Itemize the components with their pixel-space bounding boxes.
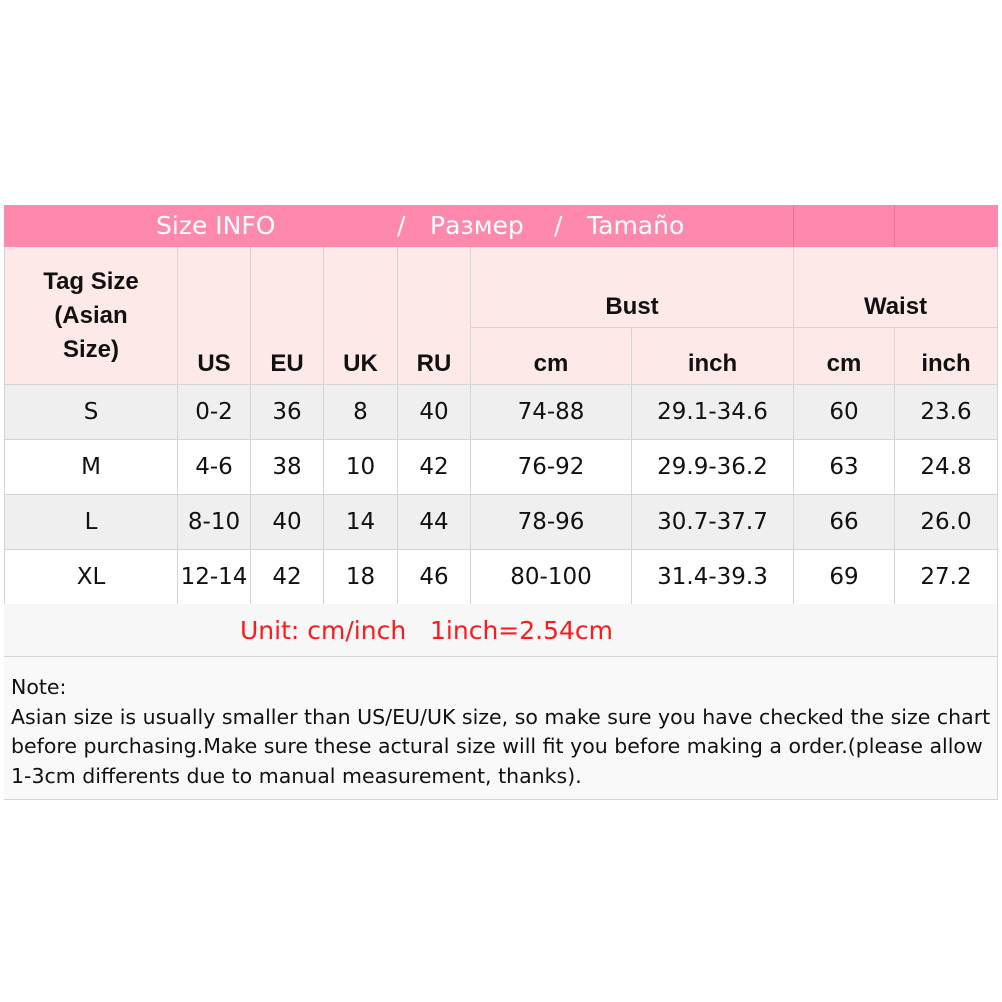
table-cell: 4-6: [178, 440, 251, 495]
table-cell: 42: [251, 550, 324, 605]
table-cell: 44: [398, 495, 471, 550]
table-cell: 18: [324, 550, 398, 605]
table-cell: 8-10: [178, 495, 251, 550]
header-waist: Waist: [794, 247, 998, 328]
table-cell: 12-14: [178, 550, 251, 605]
table-cell: 69: [794, 550, 895, 605]
header-waist-cm: cm: [794, 328, 895, 385]
title-separator: /: [397, 211, 406, 240]
unit-row: Unit: cm/inch 1inch=2.54cm: [4, 604, 998, 657]
title-spanish: Tamaño: [587, 211, 685, 240]
table-cell: 74-88: [471, 385, 632, 440]
header-tag-size: Tag Size (Asian Size): [4, 247, 178, 385]
header-waist-inch: inch: [895, 328, 998, 385]
table-cell: 23.6: [895, 385, 998, 440]
header-bust-inch: inch: [632, 328, 794, 385]
table-cell: 8: [324, 385, 398, 440]
table-cell: 60: [794, 385, 895, 440]
title-separator: /: [554, 211, 563, 240]
note-text: Asian size is usually smaller than US/EU…: [11, 704, 991, 788]
table-cell: 30.7-37.7: [632, 495, 794, 550]
header-bust: Bust: [471, 247, 794, 328]
note-label: Note:: [11, 675, 67, 699]
table-cell: 38: [251, 440, 324, 495]
table-cell: 76-92: [471, 440, 632, 495]
table-cell: 27.2: [895, 550, 998, 605]
table-cell: 36: [251, 385, 324, 440]
table-cell: XL: [4, 550, 178, 605]
table-cell: 0-2: [178, 385, 251, 440]
table-cell: 40: [398, 385, 471, 440]
table-cell: 80-100: [471, 550, 632, 605]
table-cell: 14: [324, 495, 398, 550]
header-bust-cm: cm: [471, 328, 632, 385]
table-cell: 24.8: [895, 440, 998, 495]
table-cell: 29.9-36.2: [632, 440, 794, 495]
note-section: Note: Asian size is usually smaller than…: [4, 657, 998, 800]
table-cell: 78-96: [471, 495, 632, 550]
table-cell: 40: [251, 495, 324, 550]
table-cell: 66: [794, 495, 895, 550]
table-cell: L: [4, 495, 178, 550]
table-cell: 31.4-39.3: [632, 550, 794, 605]
title-size-info: Size INFO: [156, 211, 276, 240]
table-cell: 10: [324, 440, 398, 495]
header-eu: EU: [251, 247, 324, 385]
header-uk: UK: [324, 247, 398, 385]
table-title-bar: Size INFO / Размер / Tamaño: [4, 205, 998, 247]
table-cell: M: [4, 440, 178, 495]
table-cell: 26.0: [895, 495, 998, 550]
table-cell: 63: [794, 440, 895, 495]
table-cell: 29.1-34.6: [632, 385, 794, 440]
table-cell: S: [4, 385, 178, 440]
header-us: US: [178, 247, 251, 385]
table-cell: 46: [398, 550, 471, 605]
header-ru: RU: [398, 247, 471, 385]
title-russian: Размер: [430, 211, 524, 240]
table-cell: 42: [398, 440, 471, 495]
